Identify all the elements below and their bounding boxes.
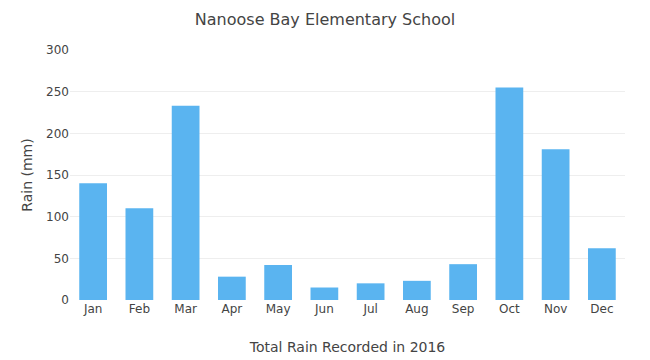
- svg-text:50: 50: [54, 252, 69, 266]
- svg-text:Rain (mm): Rain (mm): [19, 138, 35, 211]
- svg-text:0: 0: [61, 293, 69, 307]
- svg-text:Jan: Jan: [83, 302, 103, 316]
- svg-text:200: 200: [46, 127, 69, 141]
- svg-text:100: 100: [46, 210, 69, 224]
- svg-text:Nanoose Bay Elementary School: Nanoose Bay Elementary School: [195, 10, 455, 29]
- svg-text:Total Rain Recorded in 2016: Total Rain Recorded in 2016: [249, 339, 446, 355]
- svg-text:Oct: Oct: [499, 302, 520, 316]
- svg-text:Dec: Dec: [590, 302, 613, 316]
- svg-text:Jun: Jun: [314, 302, 334, 316]
- svg-text:Sep: Sep: [452, 302, 475, 316]
- svg-text:250: 250: [46, 85, 69, 99]
- svg-text:Nov: Nov: [544, 302, 567, 316]
- svg-text:300: 300: [46, 43, 69, 57]
- svg-text:Feb: Feb: [129, 302, 150, 316]
- svg-text:Mar: Mar: [174, 302, 197, 316]
- svg-text:Jul: Jul: [362, 302, 377, 316]
- svg-text:Aug: Aug: [405, 302, 428, 316]
- svg-text:150: 150: [46, 168, 69, 182]
- svg-text:Apr: Apr: [221, 302, 242, 316]
- svg-text:May: May: [266, 302, 291, 316]
